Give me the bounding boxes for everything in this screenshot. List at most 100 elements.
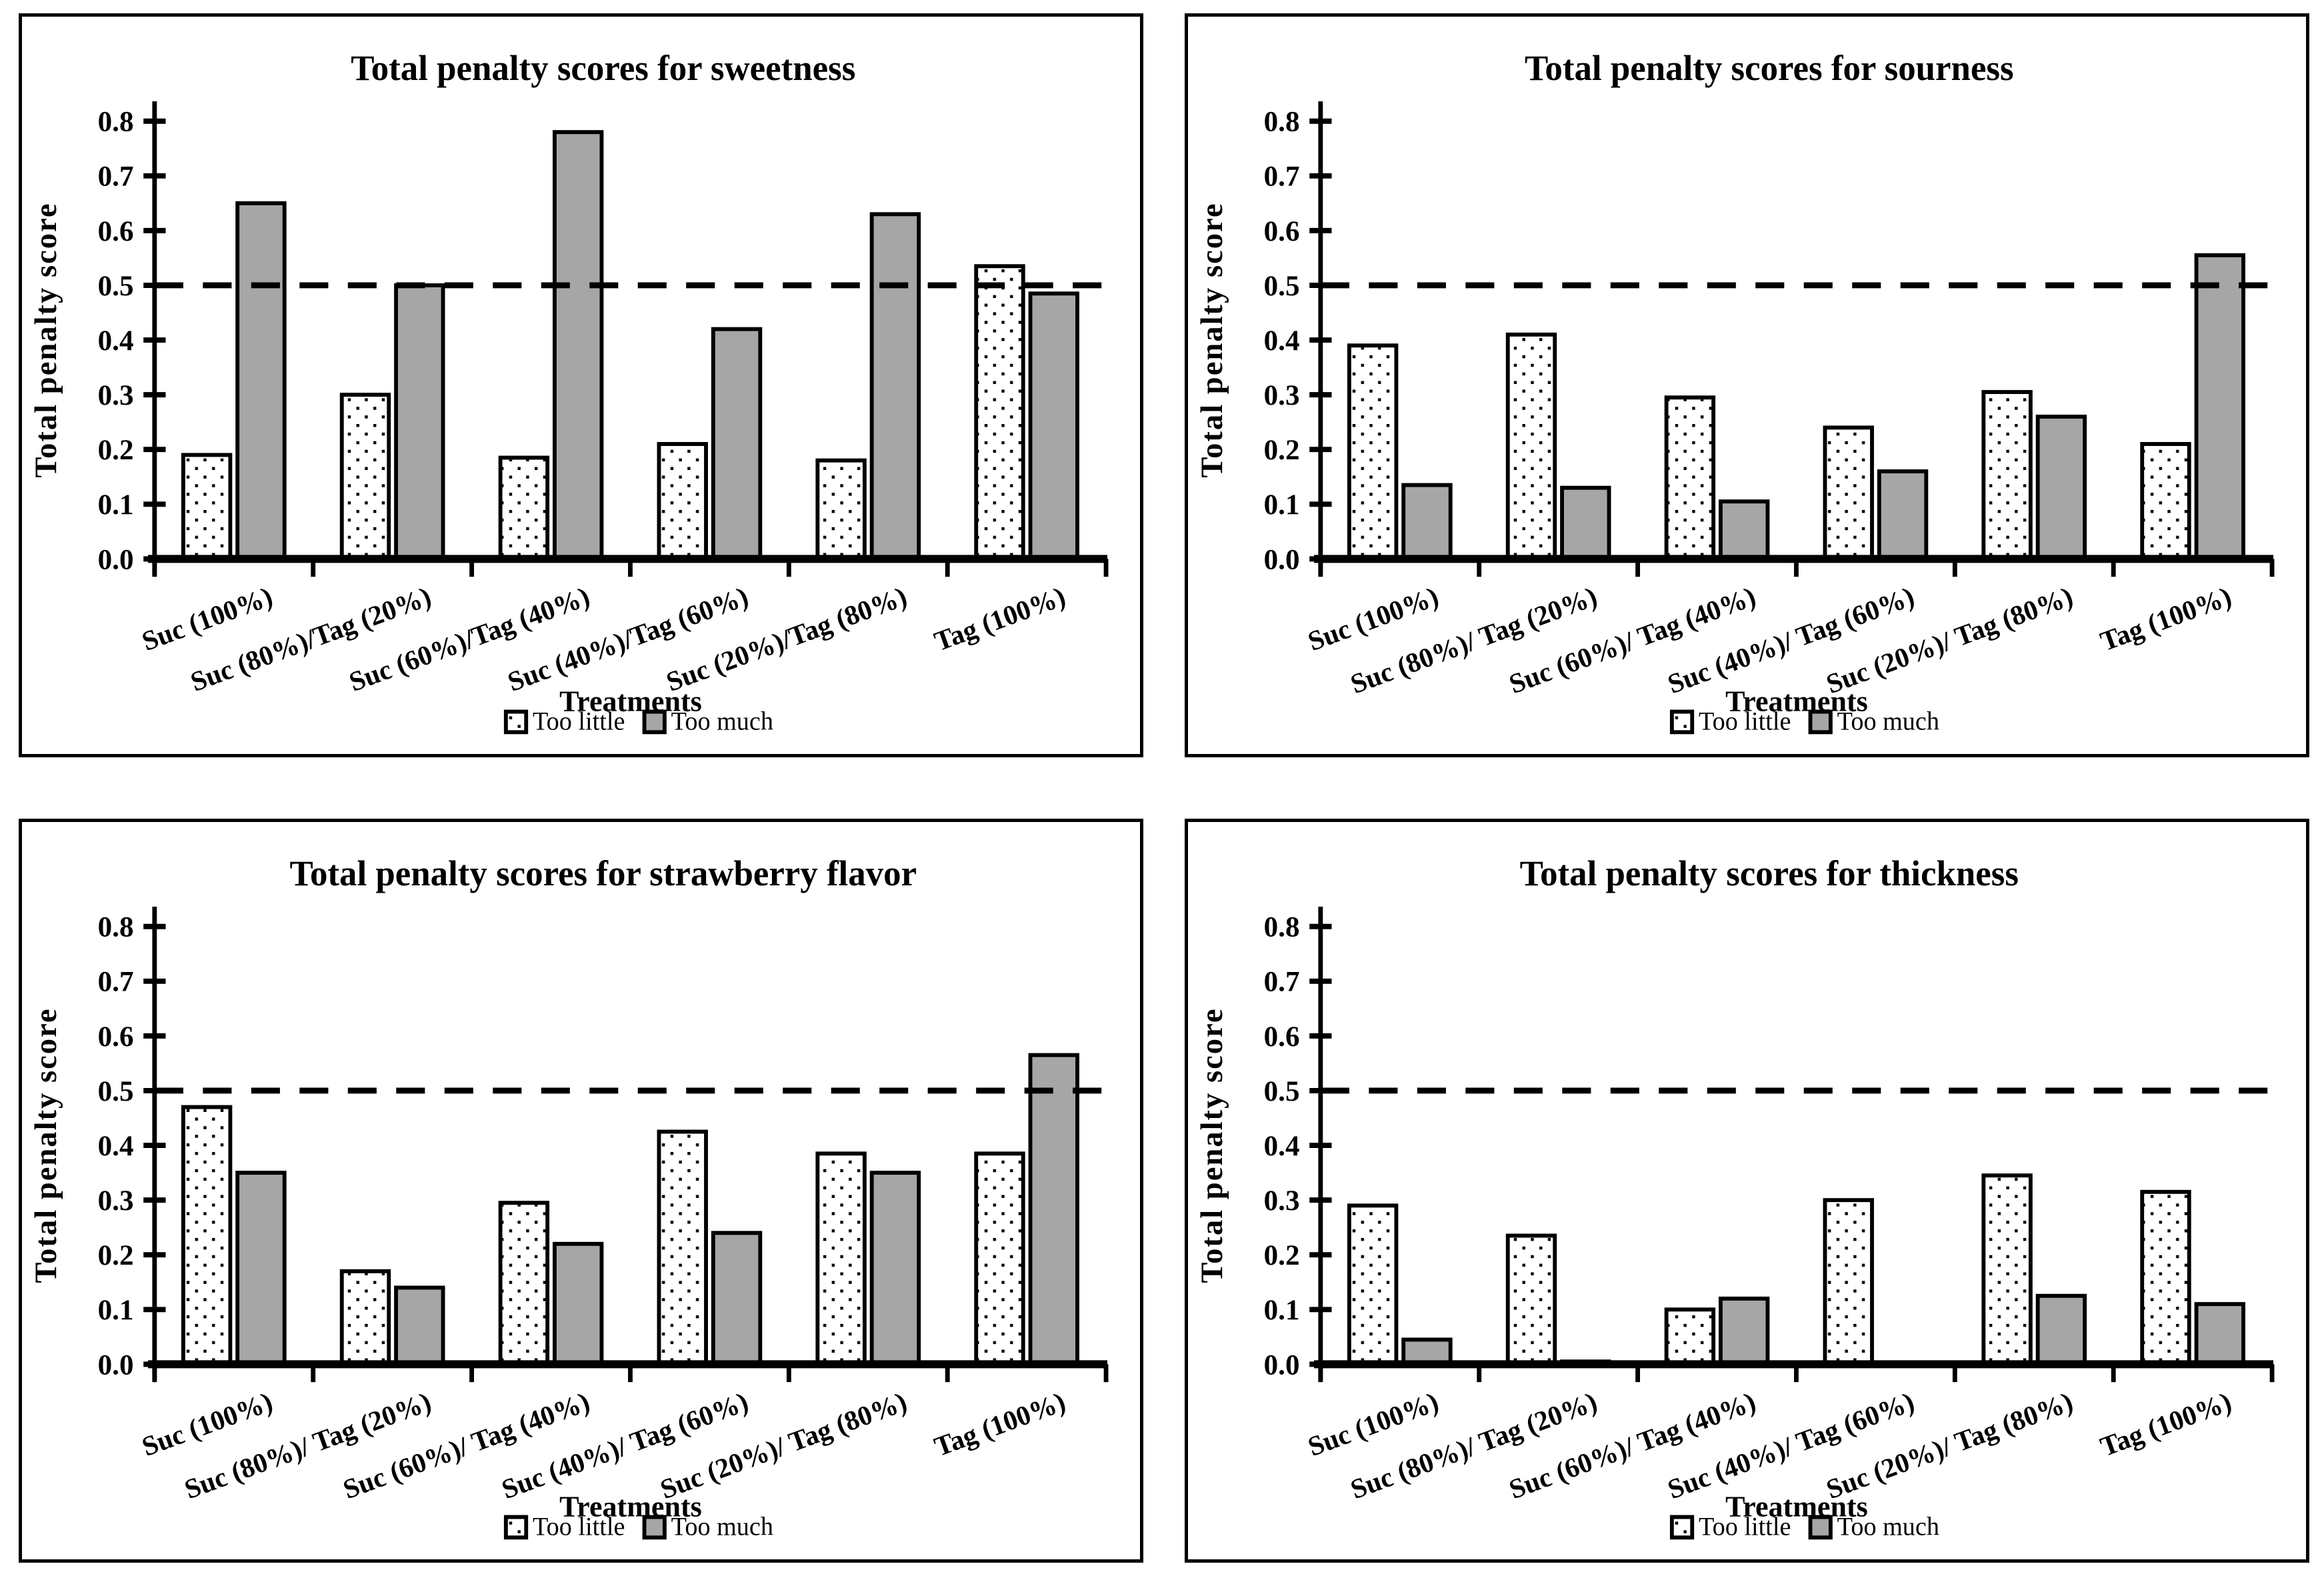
legend: Too little Too much <box>503 707 773 735</box>
legend-swatch-too-much <box>1808 1515 1833 1540</box>
legend-label-too-little: Too little <box>1699 707 1791 735</box>
y-axis-label: Total penalty score <box>29 1007 63 1283</box>
bar-too-little-3 <box>1823 425 1874 561</box>
legend-swatch-too-little <box>1669 1515 1695 1540</box>
y-tick-label: 0.1 <box>98 1294 134 1326</box>
bar-too-little-3 <box>1823 1198 1874 1367</box>
bar-too-little-4 <box>815 1151 867 1367</box>
bar-too-little-4 <box>1981 390 2033 561</box>
bar-too-much-1 <box>1560 485 1611 561</box>
y-tick-label: 0.5 <box>1264 1075 1300 1107</box>
x-axis-label: Treatments <box>1725 1489 1868 1523</box>
category-label-5: Tag (100%) <box>2096 581 2235 658</box>
legend-swatch-too-much <box>642 1515 667 1540</box>
bar-too-little-5 <box>2140 442 2191 561</box>
category-label-5: Tag (100%) <box>2096 1386 2235 1463</box>
legend-label-too-much: Too much <box>1837 1513 1939 1541</box>
bar-too-much-0 <box>235 201 287 561</box>
bar-too-much-3 <box>711 1231 763 1367</box>
bar-too-little-2 <box>498 455 550 561</box>
y-tick-label: 0.4 <box>98 1130 134 1162</box>
bar-too-much-1 <box>394 283 445 561</box>
chart-panel-strawberry-flavor: Total penalty scores for strawberry flav… <box>19 819 1143 1563</box>
thickness-chart: Total penalty scores for thickness Total… <box>1195 854 2275 1541</box>
sweetness-chart: Total penalty scores for sweetness Total… <box>29 49 1109 735</box>
bar-too-little-1 <box>339 393 391 561</box>
y-tick-label: 0.2 <box>98 434 134 466</box>
y-tick-label: 0.1 <box>1264 489 1300 521</box>
legend-swatch-too-little <box>1669 709 1695 735</box>
bar-too-much-4 <box>2035 1293 2087 1367</box>
y-tick-label: 0.6 <box>98 215 134 247</box>
bar-too-little-5 <box>2140 1189 2191 1367</box>
y-tick-label: 0.5 <box>1264 270 1300 302</box>
bar-too-little-1 <box>1505 332 1557 561</box>
y-tick-label: 0.4 <box>1264 325 1300 357</box>
bar-too-much-4 <box>2035 414 2087 561</box>
legend-label-too-much: Too much <box>671 1513 773 1541</box>
bar-too-much-4 <box>869 1171 921 1367</box>
y-tick-label: 0.7 <box>1264 160 1300 192</box>
y-tick-label: 0.0 <box>1264 543 1300 575</box>
legend: Too little Too much <box>1669 1513 1939 1541</box>
y-tick-label: 0.0 <box>98 543 134 575</box>
chart-title: Total penalty scores for strawberry flav… <box>290 854 917 893</box>
x-axis-label: Treatments <box>559 1489 702 1523</box>
y-tick-label: 0.7 <box>98 160 134 192</box>
bar-too-little-4 <box>815 458 867 561</box>
bar-too-much-3 <box>1877 469 1929 561</box>
y-tick-label: 0.2 <box>1264 434 1300 466</box>
bar-too-much-3 <box>711 327 763 561</box>
bar-too-much-5 <box>1028 1053 1079 1367</box>
bar-too-little-0 <box>181 1105 233 1367</box>
bar-too-little-3 <box>657 1129 708 1367</box>
legend: Too little Too much <box>1669 707 1939 735</box>
bar-too-little-3 <box>657 442 708 561</box>
bar-too-much-5 <box>2194 1302 2245 1367</box>
y-tick-label: 0.8 <box>98 911 134 943</box>
bar-too-much-2 <box>552 130 604 561</box>
y-tick-label: 0.8 <box>98 105 134 137</box>
chart-title: Total penalty scores for sourness <box>1525 49 2014 88</box>
bar-too-much-0 <box>235 1171 287 1367</box>
bar-too-little-2 <box>1664 395 1716 561</box>
x-axis-label: Treatments <box>1725 684 1868 717</box>
bar-too-much-4 <box>869 212 921 561</box>
chart-panel-sourness: Total penalty scores for sourness Total … <box>1185 13 2309 757</box>
bar-too-little-0 <box>1347 343 1399 561</box>
y-tick-label: 0.7 <box>1264 965 1300 997</box>
bar-too-much-1 <box>394 1285 445 1367</box>
bar-too-little-4 <box>1981 1173 2033 1367</box>
bar-too-little-2 <box>498 1201 550 1367</box>
y-tick-label: 0.6 <box>1264 215 1300 247</box>
legend-label-too-much: Too much <box>1837 707 1939 735</box>
y-tick-label: 0.6 <box>1264 1021 1300 1053</box>
category-label-5: Tag (100%) <box>930 1386 1069 1463</box>
bar-too-little-1 <box>1505 1233 1557 1367</box>
chart-panel-sweetness: Total penalty scores for sweetness Total… <box>19 13 1143 757</box>
y-tick-label: 0.3 <box>98 379 134 411</box>
y-tick-label: 0.3 <box>1264 1185 1300 1217</box>
y-tick-label: 0.5 <box>98 270 134 302</box>
y-tick-label: 0.4 <box>1264 1130 1300 1162</box>
legend-label-too-little: Too little <box>533 1513 625 1541</box>
y-tick-label: 0.2 <box>98 1239 134 1271</box>
legend-label-too-much: Too much <box>671 707 773 735</box>
legend-label-too-little: Too little <box>1699 1513 1791 1541</box>
y-tick-label: 0.6 <box>98 1021 134 1053</box>
y-tick-label: 0.2 <box>1264 1239 1300 1271</box>
chart-title: Total penalty scores for sweetness <box>351 49 855 88</box>
bar-too-little-5 <box>974 264 1025 561</box>
y-tick-label: 0.3 <box>1264 379 1300 411</box>
y-tick-label: 0.7 <box>98 965 134 997</box>
legend-swatch-too-little <box>503 1515 529 1540</box>
bar-too-little-0 <box>1347 1203 1399 1367</box>
y-tick-label: 0.8 <box>1264 105 1300 137</box>
legend-swatch-too-much <box>1808 709 1833 735</box>
y-tick-label: 0.0 <box>98 1349 134 1381</box>
legend-label-too-little: Too little <box>533 707 625 735</box>
